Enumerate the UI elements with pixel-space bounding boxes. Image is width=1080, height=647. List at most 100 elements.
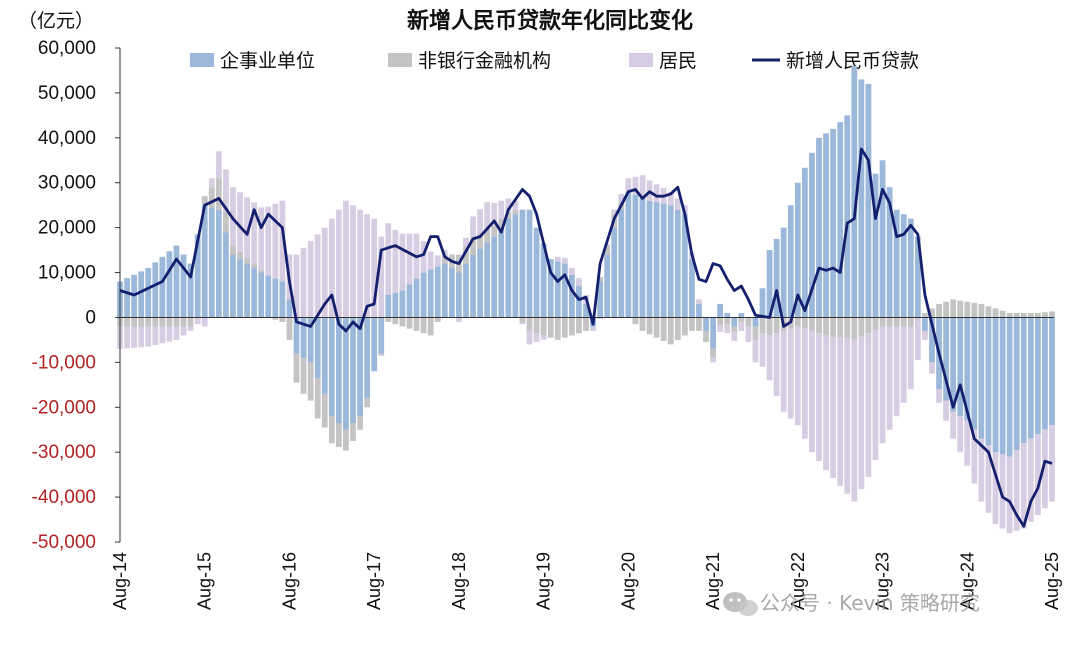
household-bar xyxy=(491,202,498,226)
corporate-bar xyxy=(321,317,328,394)
household-bar xyxy=(533,333,540,343)
corporate-bar xyxy=(512,214,519,318)
nonbank-bar xyxy=(152,317,159,327)
nonbank-bar xyxy=(985,306,992,318)
corporate-bar xyxy=(576,286,582,318)
nonbank-bar xyxy=(561,317,568,338)
nonbank-bar xyxy=(710,348,716,358)
y-axis-ticks: 60,000 50,000 40,000 30,000 20,000 10,000 0 -10… xyxy=(32,38,96,553)
corporate-bar xyxy=(378,317,385,354)
corporate-bar xyxy=(943,317,949,401)
nonbank-bar xyxy=(872,317,879,330)
nonbank-bar xyxy=(576,317,582,334)
corporate-bar xyxy=(978,317,985,439)
corporate-bar xyxy=(703,317,709,331)
nonbank-bar xyxy=(752,326,759,340)
nonbank-bar xyxy=(131,317,138,327)
nonbank-bar xyxy=(583,317,589,331)
household-bar xyxy=(625,178,632,192)
nonbank-bar xyxy=(1042,312,1048,318)
y-tick-label: -40,000 xyxy=(32,487,96,508)
corporate-bar xyxy=(766,250,773,318)
household-bar xyxy=(441,250,448,255)
legend-swatch xyxy=(629,53,653,67)
corporate-bar xyxy=(731,317,738,327)
y-tick-label: 10,000 xyxy=(38,263,96,284)
household-bar xyxy=(470,216,476,239)
corporate-bar xyxy=(759,288,766,318)
household-bar xyxy=(456,317,462,322)
corporate-bar xyxy=(180,254,187,318)
nonbank-bar xyxy=(823,317,829,336)
corporate-bar xyxy=(215,209,222,318)
nonbank-bar xyxy=(307,362,314,401)
household-bar xyxy=(561,257,568,264)
nonbank-bar xyxy=(385,317,392,322)
nonbank-bar xyxy=(293,353,300,383)
household-bar xyxy=(837,337,844,486)
corporate-bar xyxy=(350,317,356,423)
household-bar xyxy=(237,192,243,252)
nonbank-bar xyxy=(992,308,999,318)
corporate-bar xyxy=(653,202,660,318)
household-bar xyxy=(399,233,406,291)
corporate-bar xyxy=(667,205,674,318)
corporate-bar xyxy=(420,272,427,318)
corporate-bar xyxy=(152,262,159,318)
household-bar xyxy=(385,223,392,295)
corporate-bar xyxy=(533,227,540,318)
nonbank-bar xyxy=(738,317,745,322)
household-bar xyxy=(540,335,547,340)
household-bar xyxy=(773,333,780,397)
nonbank-bar xyxy=(230,245,236,255)
nonbank-bar xyxy=(145,317,152,327)
corporate-bar xyxy=(307,317,314,363)
corporate-bar xyxy=(914,236,921,318)
household-bar xyxy=(307,241,314,318)
nonbank-bar xyxy=(434,317,441,322)
household-bar xyxy=(131,326,138,348)
corporate-bar xyxy=(456,272,462,318)
household-bar xyxy=(314,234,321,318)
nonbank-bar xyxy=(674,317,681,340)
corporate-bar xyxy=(597,281,604,318)
corporate-bar xyxy=(816,137,822,318)
nonbank-bar xyxy=(357,416,363,430)
corporate-bar xyxy=(872,173,879,318)
corporate-bar xyxy=(335,317,342,423)
x-tick-label: Aug-16 xyxy=(280,552,300,610)
corporate-bar xyxy=(138,271,145,318)
y-tick-label: 60,000 xyxy=(38,38,96,59)
nonbank-bar xyxy=(978,303,985,318)
corporate-bar xyxy=(611,227,618,318)
corporate-bar xyxy=(223,232,229,318)
nonbank-bar xyxy=(519,317,526,322)
corporate-bar xyxy=(434,266,441,318)
household-bar xyxy=(879,326,886,444)
household-bar xyxy=(1006,456,1013,534)
nonbank-bar xyxy=(936,303,942,318)
household-bar xyxy=(1034,434,1041,516)
household-bar xyxy=(1020,443,1027,529)
nonbank-bar xyxy=(498,218,505,228)
nonbank-bar xyxy=(689,317,695,331)
household-bar xyxy=(554,256,561,262)
household-bar xyxy=(300,247,307,318)
nonbank-bar xyxy=(745,317,752,327)
household-bar xyxy=(674,198,681,210)
wechat-icon xyxy=(723,592,758,616)
nonbank-bar xyxy=(399,317,406,327)
x-tick-label: Aug-25 xyxy=(1042,552,1062,610)
household-bar xyxy=(519,321,526,325)
nonbank-bar xyxy=(696,317,702,331)
watermark: 公众号 · Kevin 策略研究 xyxy=(723,591,980,616)
corporate-bar xyxy=(900,214,907,318)
nonbank-bar xyxy=(138,317,145,327)
household-bar xyxy=(265,206,272,276)
corporate-bar xyxy=(830,128,837,318)
nonbank-bar xyxy=(971,302,978,318)
corporate-bar xyxy=(674,209,681,318)
watermark-text: 公众号 · Kevin 策略研究 xyxy=(760,591,980,615)
nonbank-bar xyxy=(533,317,540,334)
corporate-bar xyxy=(738,312,745,318)
